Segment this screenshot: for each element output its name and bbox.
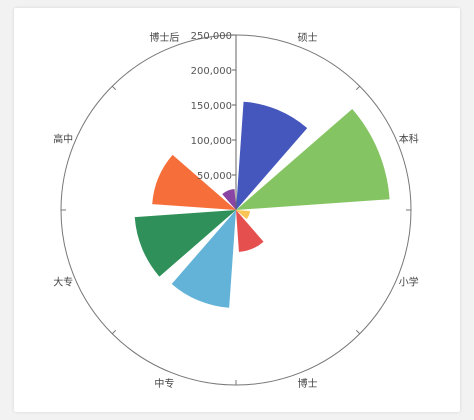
angle-tick — [356, 330, 360, 334]
category-label-3: 博士 — [298, 377, 318, 390]
radius-tick-label: 200,000 — [191, 66, 232, 77]
angle-tick — [356, 86, 360, 90]
category-label-0: 硕士 — [298, 31, 318, 44]
radius-tick-label: 150,000 — [191, 101, 232, 112]
radius-tick-label: 250,000 — [191, 31, 232, 42]
angle-tick — [112, 86, 116, 90]
category-label-2: 小学 — [399, 276, 419, 289]
angle-tick — [112, 330, 116, 334]
category-label-5: 大专 — [53, 276, 73, 289]
sector-category-6[interactable] — [152, 155, 236, 210]
sector-category-3[interactable] — [236, 210, 264, 252]
category-label-7: 博士后 — [149, 31, 179, 44]
radius-tick-label: 50,000 — [197, 171, 232, 182]
category-label-1: 本科 — [399, 132, 419, 145]
category-label-4: 中专 — [154, 377, 174, 390]
category-label-6: 高中 — [53, 132, 73, 145]
radius-tick-label: 100,000 — [191, 136, 232, 147]
radius-axis-labels: 50,000 100,000 150,000 200,000 250,000 — [191, 31, 236, 182]
sectors-group — [135, 102, 390, 308]
